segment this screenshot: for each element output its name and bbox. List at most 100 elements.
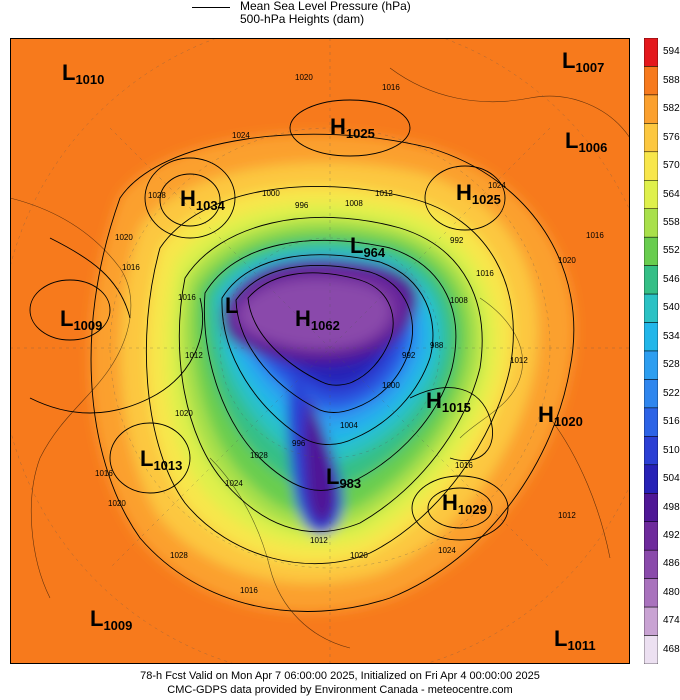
isobars [29, 99, 575, 612]
footer-forecast-time: 78-h Fcst Valid on Mon Apr 7 06:00:00 20… [140, 670, 540, 682]
isobar-label: 1020 [108, 499, 126, 508]
colorbar-swatch [644, 293, 658, 323]
low-value: 1007 [575, 60, 604, 75]
coastlines [10, 67, 630, 649]
svg-text:H1034: H1034 [180, 186, 226, 213]
legend-pressure-label: Mean Sea Level Pressure (hPa) [240, 0, 411, 13]
colorbar-swatch [644, 521, 658, 551]
svg-text:L1010: L1010 [62, 60, 104, 87]
isobar-label: 1012 [310, 536, 328, 545]
low-marker: L [554, 626, 567, 651]
low-value: 983 [339, 476, 361, 491]
colorbar-swatch [644, 38, 658, 67]
svg-text:L983: L983 [326, 464, 361, 491]
colorbar-swatch [644, 94, 658, 124]
colorbar-swatch [644, 549, 658, 579]
colorbar-label: 540 [663, 302, 680, 314]
colorbar-label: 552 [663, 245, 680, 257]
high-marker: H [426, 388, 442, 413]
high-value: 1015 [442, 400, 471, 415]
height-shading [10, 38, 630, 664]
colorbar-label: 570 [663, 160, 680, 172]
high-marker: H [456, 180, 472, 205]
colorbar-swatch [644, 635, 658, 664]
colorbar-label: 588 [663, 74, 680, 86]
colorbar-swatch [644, 379, 658, 409]
isobar-label: 996 [295, 201, 309, 210]
colorbar-label: 594 [663, 46, 680, 58]
svg-text:L1007: L1007 [562, 48, 604, 75]
isobar-label: 1016 [455, 461, 473, 470]
high-value: 1029 [458, 502, 487, 517]
low-marker: L [90, 606, 103, 631]
graticule [10, 38, 630, 664]
low-value: 1006 [578, 140, 607, 155]
colorbar-swatch [644, 123, 658, 153]
svg-text:L964: L964 [350, 233, 386, 260]
isobar-label: 1008 [345, 199, 363, 208]
low-marker: L [140, 446, 153, 471]
colorbar-swatch [644, 606, 658, 636]
isobar-label: 1016 [586, 231, 604, 240]
svg-text:L1009: L1009 [90, 606, 132, 633]
colorbar-label: 564 [663, 188, 680, 200]
svg-text:L: L [225, 293, 238, 318]
isobar-label: 1012 [558, 511, 576, 520]
isobar-label: 1020 [558, 256, 576, 265]
legend-heights-label: 500-hPa Heights (dam) [240, 12, 365, 26]
svg-text:L1009: L1009 [60, 306, 102, 333]
colorbar-swatch [644, 407, 658, 437]
colorbar-label: 576 [663, 131, 680, 143]
isobar-label: 1020 [350, 551, 368, 560]
isobar-label: 1012 [510, 356, 528, 365]
high-marker: H [330, 114, 346, 139]
low-value: 1009 [103, 618, 132, 633]
svg-text:H1025: H1025 [330, 114, 375, 141]
svg-text:L1011: L1011 [554, 626, 596, 653]
isobar-label: 1028 [250, 451, 268, 460]
colorbar-label: 516 [663, 416, 680, 428]
low-value: 1013 [153, 458, 182, 473]
isobar-label: 992 [402, 351, 416, 360]
isobar-label: 1024 [488, 181, 506, 190]
low-value: 1010 [75, 72, 104, 87]
colorbar-label: 528 [663, 359, 680, 371]
colorbar-swatch [644, 151, 658, 181]
colorbar-label: 468 [663, 643, 680, 655]
colorbar-label: 486 [663, 558, 680, 570]
svg-text:H1062: H1062 [295, 306, 340, 333]
isobar-label: 1024 [438, 546, 456, 555]
isobar-label: 1028 [170, 551, 188, 560]
isobar-label: 1012 [375, 189, 393, 198]
high-marker: H [295, 306, 311, 331]
colorbar-label: 480 [663, 586, 680, 598]
low-marker: L [350, 233, 363, 258]
svg-text:L1006: L1006 [565, 128, 607, 155]
colorbar-label: 522 [663, 387, 680, 399]
colorbar [644, 38, 658, 664]
isobar-label: 1020 [115, 233, 133, 242]
colorbar-swatch [644, 208, 658, 238]
colorbar-swatch [644, 436, 658, 466]
low-marker: L [62, 60, 75, 85]
svg-text:L1013: L1013 [140, 446, 182, 473]
colorbar-swatch [644, 350, 658, 380]
colorbar-swatch [644, 322, 658, 352]
legend: Mean Sea Level Pressure (hPa) 500-hPa He… [0, 0, 680, 38]
pressure-centers: L1010 L1007 H1025 L1006 H1034 H1025 L964… [60, 48, 607, 653]
colorbar-label: 558 [663, 216, 680, 228]
isobar-label: 1016 [382, 83, 400, 92]
isobar-label: 1020 [175, 409, 193, 418]
low-marker: L [326, 464, 339, 489]
colorbar-label: 534 [663, 330, 680, 342]
isobar-label: 1008 [450, 296, 468, 305]
colorbar-label: 510 [663, 444, 680, 456]
colorbar-label: 546 [663, 273, 680, 285]
colorbar-label: 474 [663, 615, 680, 627]
high-marker: H [180, 186, 196, 211]
svg-text:H1020: H1020 [538, 402, 583, 429]
footer-credit: CMC-GDPS data provided by Environment Ca… [167, 684, 513, 696]
isobar-label: 1004 [340, 421, 358, 430]
colorbar-swatch [644, 180, 658, 209]
high-value: 1020 [554, 414, 583, 429]
